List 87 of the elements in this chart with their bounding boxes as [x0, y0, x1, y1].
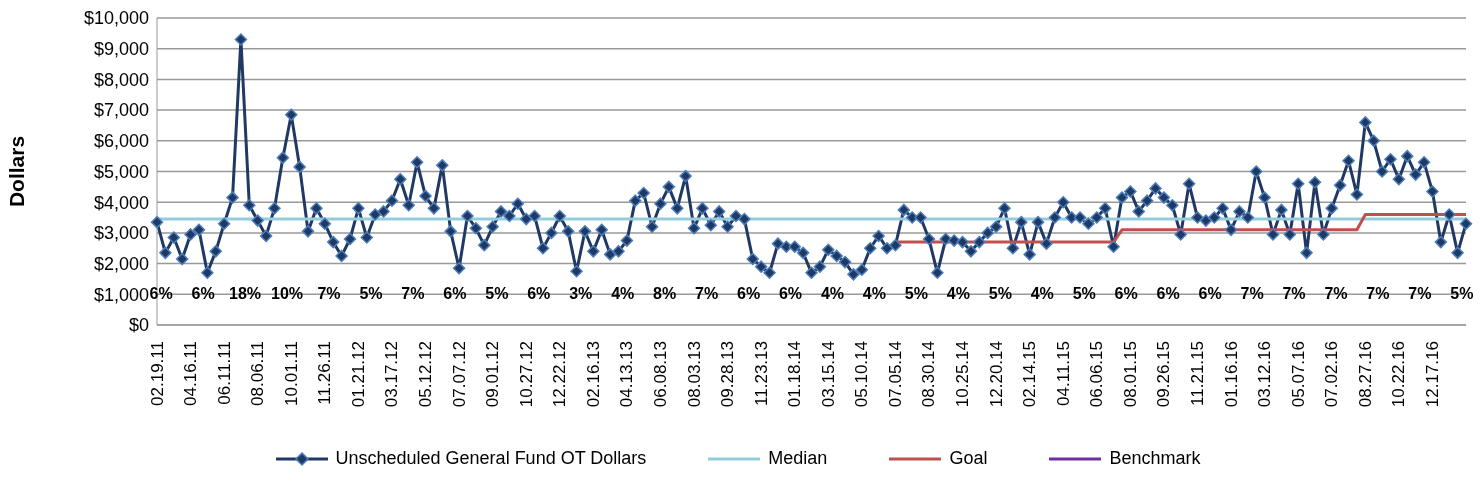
annotation: 18% [229, 285, 262, 303]
x-tick-label: 09.28.13 [718, 341, 738, 408]
x-tick-label: 04.11.15 [1053, 341, 1073, 406]
y-tick-label: $4,000 [93, 192, 149, 213]
x-tick-label: 08.30.14 [919, 341, 939, 408]
x-tick-label: 07.02.16 [1322, 341, 1342, 408]
annotation: 7% [317, 285, 341, 303]
x-tick-label: 12.22.12 [550, 341, 570, 408]
annotation: 6% [527, 285, 551, 303]
x-tick-label: 11.21.15 [1187, 341, 1207, 406]
x-tick-label: 02.19.11 [147, 341, 167, 406]
annotation: 5% [904, 285, 928, 303]
x-tick-label: 10.22.16 [1389, 341, 1409, 408]
x-tick-label: 10.25.14 [953, 341, 973, 408]
y-tick-label: $6,000 [93, 131, 149, 152]
annotation: 8% [653, 285, 677, 303]
annotation: 7% [1324, 285, 1348, 303]
legend-label: Median [768, 448, 828, 469]
x-tick-label: 05.10.14 [852, 341, 872, 408]
y-tick-label: $9,000 [93, 39, 149, 60]
annotation: 7% [1282, 285, 1306, 303]
x-tick-label: 09.01.12 [483, 341, 503, 408]
y-tick-label: $8,000 [93, 69, 149, 90]
annotation: 6% [191, 285, 215, 303]
x-tick-label: 04.13.13 [617, 341, 637, 408]
x-tick-label: 06.06.15 [1087, 341, 1107, 408]
y-tick-label: $0 [128, 315, 149, 336]
legend-label: Unscheduled General Fund OT Dollars [335, 448, 647, 469]
x-tick-label: 11.23.13 [751, 341, 771, 406]
annotation: 5% [1450, 285, 1474, 303]
annotation: 6% [1198, 285, 1222, 303]
annotation: 6% [1114, 285, 1138, 303]
annotation: 4% [946, 285, 970, 303]
y-tick-label: $1,000 [93, 284, 149, 305]
x-tick-label: 01.18.14 [785, 341, 805, 408]
y-tick-label: $2,000 [93, 253, 149, 274]
annotation: 4% [1030, 285, 1054, 303]
annotation: 7% [1408, 285, 1432, 303]
x-tick-label: 07.07.12 [449, 341, 469, 408]
x-tick-label: 11.26.11 [315, 341, 335, 405]
x-tick-label: 06.08.13 [650, 341, 670, 408]
annotation: 4% [862, 285, 886, 303]
x-tick-label: 08.01.15 [1120, 341, 1140, 408]
annotation: 5% [359, 285, 383, 303]
annotation: 5% [1072, 285, 1096, 303]
x-tick-label: 08.06.11 [248, 341, 268, 406]
annotation: 7% [401, 285, 425, 303]
annotation: 5% [988, 285, 1012, 303]
x-tick-label: 06.11.11 [214, 341, 234, 405]
annotation: 5% [485, 285, 509, 303]
legend-label: Benchmark [1109, 448, 1201, 469]
x-tick-label: 07.05.14 [885, 341, 905, 408]
annotation: 4% [611, 285, 635, 303]
x-tick-label: 02.16.13 [583, 341, 603, 408]
x-tick-label: 08.27.16 [1355, 341, 1375, 408]
annotation: 7% [1366, 285, 1390, 303]
annotation: 6% [443, 285, 467, 303]
x-tick-label: 01.16.16 [1221, 341, 1241, 408]
x-tick-label: 03.12.16 [1255, 341, 1275, 408]
annotation: 3% [569, 285, 593, 303]
annotation: 6% [1156, 285, 1180, 303]
annotation: 6% [778, 285, 803, 303]
y-tick-label: $3,000 [93, 223, 149, 244]
annotation: 7% [1240, 285, 1264, 303]
annotation: 6% [149, 285, 173, 303]
x-tick-label: 03.15.14 [818, 341, 838, 408]
x-tick-label: 12.20.14 [986, 341, 1006, 408]
x-tick-label: 09.26.15 [1154, 341, 1174, 408]
annotation: 7% [695, 285, 719, 303]
x-tick-label: 05.12.12 [416, 341, 436, 408]
y-tick-label: $5,000 [93, 161, 149, 182]
x-tick-label: 10.27.12 [516, 341, 536, 408]
annotation: 4% [820, 285, 845, 303]
x-tick-label: 02.14.15 [1020, 341, 1040, 408]
y-axis-title: Dollars [5, 135, 29, 208]
x-tick-label: 01.21.12 [348, 341, 368, 408]
legend-label: Goal [949, 448, 988, 469]
y-tick-label: $7,000 [93, 100, 149, 121]
y-tick-label: $10,000 [83, 8, 149, 29]
x-tick-label: 05.07.16 [1288, 341, 1308, 408]
annotation: 6% [737, 285, 761, 303]
x-tick-label: 08.03.13 [684, 341, 704, 408]
annotation: 10% [271, 285, 304, 303]
x-tick-label: 04.16.11 [181, 341, 201, 406]
x-tick-label: 03.17.12 [382, 341, 402, 408]
x-tick-label: 10.01.11 [281, 341, 301, 406]
x-tick-label: 12.17.16 [1422, 341, 1442, 408]
